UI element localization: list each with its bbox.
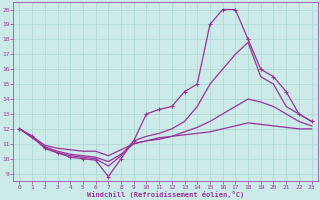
X-axis label: Windchill (Refroidissement éolien,°C): Windchill (Refroidissement éolien,°C) <box>87 191 244 198</box>
